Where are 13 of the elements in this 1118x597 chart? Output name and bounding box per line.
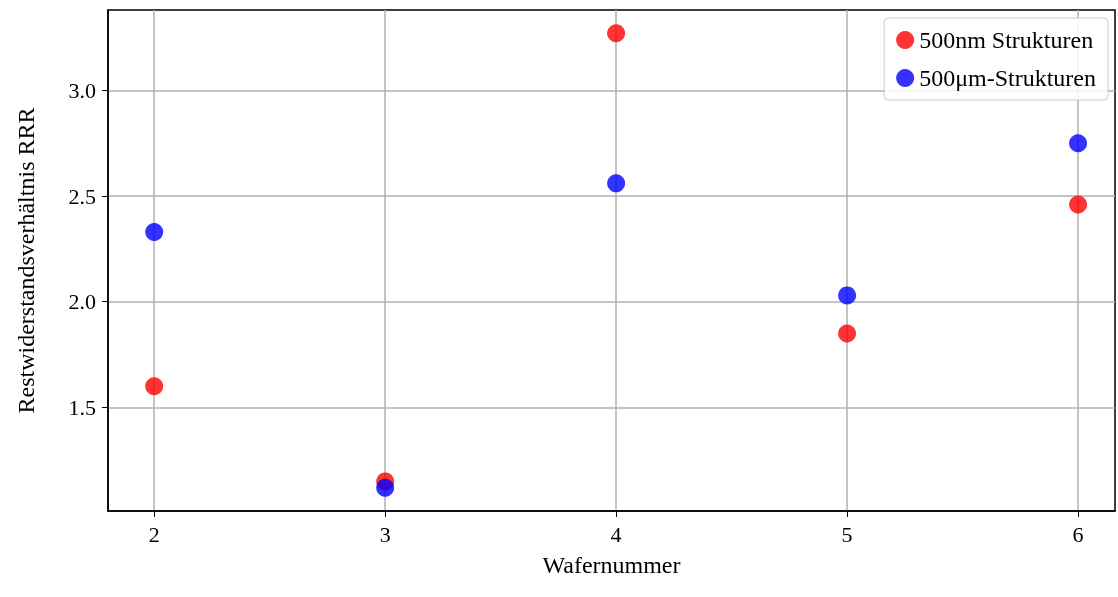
legend-label: 500nm Strukturen bbox=[919, 27, 1094, 53]
x-axis-title: Wafernummer bbox=[542, 552, 681, 578]
x-tick-label: 6 bbox=[1072, 521, 1084, 547]
legend-label: 500μm-Strukturen bbox=[919, 65, 1097, 91]
x-tick-label: 3 bbox=[379, 521, 391, 547]
y-axis-title: Restwiderstandsverhältnis RRR bbox=[13, 107, 39, 414]
y-tick-label: 2.5 bbox=[68, 183, 96, 209]
y-tick-label: 3.0 bbox=[68, 77, 96, 103]
x-tick-label: 5 bbox=[841, 521, 853, 547]
y-tick-label: 2.0 bbox=[68, 289, 96, 315]
x-tick-label: 2 bbox=[148, 521, 160, 547]
y-tick-label: 1.5 bbox=[68, 394, 96, 420]
x-tick-label: 4 bbox=[610, 521, 622, 547]
